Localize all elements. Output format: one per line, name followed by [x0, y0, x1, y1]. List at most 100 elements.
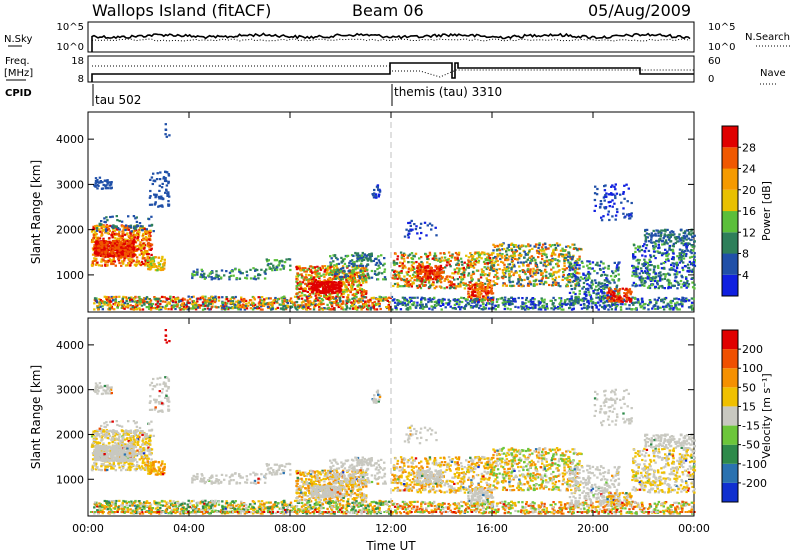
velocity-bottom-row [89, 511, 696, 513]
freq-tick-top: 18 [71, 56, 84, 67]
power-echo-region [93, 176, 113, 190]
power-colorbar-swatch [722, 168, 738, 190]
velocity-panel: 1000 2000 3000 4000 Slant Range [km] [29, 317, 697, 517]
velocity-colorbar-tick: -100 [742, 458, 767, 471]
power-colorbar-swatch [722, 274, 738, 297]
power-echo-region [95, 215, 155, 233]
velocity-colorbar-swatch [722, 349, 738, 369]
power-colorbar-tick: 24 [742, 163, 756, 176]
velocity-echo-region [631, 447, 697, 494]
freq-strip-frame [87, 55, 695, 83]
power-echo-region [93, 239, 136, 258]
power-echo-region [391, 251, 494, 290]
sky-tick-top: 10^5 [57, 22, 84, 33]
velocity-echo-region [643, 433, 696, 449]
velocity-ytick-label: 1000 [56, 473, 84, 486]
power-colorbar-swatch [722, 253, 738, 275]
velocity-colorbar-frame [721, 329, 739, 503]
frequency-trace [91, 62, 694, 82]
velocity-colorbar-swatch [722, 406, 738, 426]
velocity-ytick-label: 2000 [56, 428, 84, 441]
power-echo-region [265, 258, 292, 272]
velocity-colorbar-tick: -200 [742, 477, 767, 490]
velocity-echo-region [95, 420, 155, 438]
time-tick-label: 00:00 [72, 522, 104, 535]
power-colorbar-label: Power [dB] [760, 181, 773, 241]
velocity-plot-area [87, 317, 695, 517]
velocity-ylabel: Slant Range [km] [29, 365, 43, 469]
search-label: N.Search [745, 32, 790, 43]
nave-label: Nave [760, 68, 786, 79]
velocity-colorbar-tick: 50 [742, 381, 756, 394]
nave-trace [92, 65, 694, 78]
time-tick-label: 20:00 [577, 522, 609, 535]
sky-label: N.Sky [4, 34, 32, 45]
velocity-colorbar: 200 100 50 15 -15 -50 -100 -200 Velocity [m s⁻¹] [721, 329, 773, 503]
time-tick-label: 00:00 [678, 522, 710, 535]
velocity-echo-region [391, 455, 494, 494]
power-colorbar-swatch [722, 147, 738, 169]
power-ytick-label: 4000 [56, 133, 84, 146]
velocity-echo-region [146, 460, 166, 476]
velocity-echo-region [492, 446, 583, 492]
velocity-colorbar-swatch [722, 444, 738, 464]
search-tick-bottom: 10^0 [708, 42, 735, 53]
cpid-strip: tau 502 themis (tau) 3310 [92, 84, 502, 107]
freq-tick-bottom: 8 [78, 74, 84, 85]
search-tick-top: 10^5 [708, 22, 735, 33]
velocity-colorbar-swatch [722, 482, 738, 502]
velocity-colorbar-label: Velocity [m s⁻¹] [760, 373, 773, 458]
time-axis: 00:00 04:00 08:00 12:00 16:00 20:00 00:00 [72, 522, 710, 535]
freq-label: Freq. [5, 56, 30, 67]
power-echo-region [310, 280, 343, 295]
search-noise-trace [91, 38, 691, 42]
velocity-colorbar-swatch [722, 368, 738, 388]
velocity-echo-region [148, 376, 171, 413]
power-colorbar-swatch [722, 211, 738, 233]
power-colorbar: 4 8 12 16 20 24 28 Power [dB] [721, 125, 773, 297]
cpid-label-themis: themis (tau) 3310 [394, 85, 502, 99]
velocity-colorbar-tick: 200 [742, 343, 763, 356]
sky-tick-bottom: 10^0 [57, 42, 84, 53]
velocity-echo-region [310, 484, 343, 499]
power-colorbar-tick: 12 [742, 226, 756, 239]
power-echo-region [164, 123, 171, 138]
velocity-echo-region [93, 444, 136, 463]
velocity-ytick-label: 3000 [56, 384, 84, 397]
power-ytick-label: 2000 [56, 224, 84, 237]
velocity-colorbar-swatch [722, 425, 738, 445]
power-echo-region [631, 242, 697, 290]
velocity-echo-region [354, 456, 373, 467]
velocity-echo-region [371, 389, 382, 404]
time-axis-label: Time UT [365, 539, 416, 553]
power-ylabel: Slant Range [km] [29, 160, 43, 264]
beam-label: Beam 06 [352, 1, 424, 20]
power-colorbar-tick: 16 [742, 205, 756, 218]
velocity-colorbar-tick: 100 [742, 362, 763, 375]
velocity-ytick-label: 4000 [56, 339, 84, 352]
velocity-echo-region [593, 388, 633, 427]
power-echo-region [191, 267, 267, 281]
power-echo-region [416, 264, 444, 281]
power-echo-region [606, 287, 633, 303]
power-ytick-label: 1000 [56, 269, 84, 282]
power-colorbar-swatch [722, 126, 738, 148]
velocity-echo-region [265, 462, 292, 476]
power-colorbar-swatch [722, 189, 738, 212]
sky-noise-trace [91, 32, 691, 52]
velocity-echo-region [416, 469, 444, 485]
freq-nave-strip [87, 55, 695, 83]
freq-unit-label: [MHz] [4, 68, 33, 79]
velocity-echo-region [164, 329, 171, 344]
site-title: Wallops Island (fitACF) [92, 1, 271, 20]
power-echo-region [593, 183, 633, 222]
velocity-colorbar-swatch [722, 330, 738, 350]
power-panel: 1000 2000 3000 4000 Slant Range [km] [29, 111, 697, 313]
cpid-label-tau: tau 502 [95, 93, 141, 107]
time-tick-label: 12:00 [375, 522, 407, 535]
power-echo-region [403, 219, 438, 240]
time-tick-label: 04:00 [173, 522, 205, 535]
sky-strip-frame [87, 21, 695, 53]
power-echo-region [93, 295, 394, 311]
